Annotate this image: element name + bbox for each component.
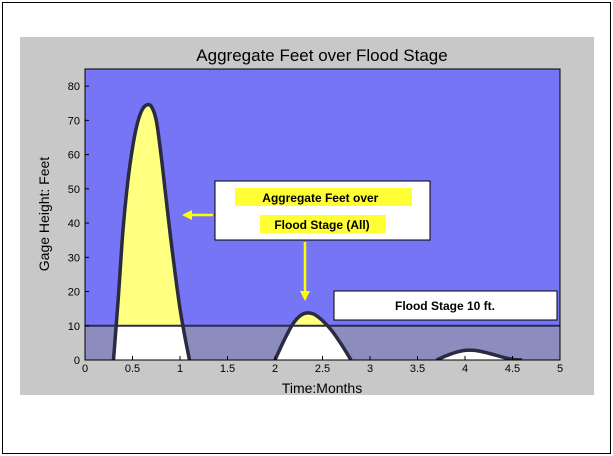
x-tick-label: 0	[82, 363, 88, 375]
x-tick-label: 5	[557, 363, 563, 375]
callout-aggregate: Aggregate Feet over Flood Stage (All)	[182, 180, 431, 301]
y-tick-label: 30	[68, 252, 80, 264]
y-tick-label: 40	[68, 218, 80, 230]
x-tick-label: 4.5	[505, 363, 520, 375]
y-tick-label: 60	[68, 150, 80, 162]
hump-curve-1	[273, 311, 353, 360]
y-tick-label: 70	[68, 115, 80, 127]
x-tick-label: 0.5	[125, 363, 140, 375]
y-tick-label: 80	[68, 81, 80, 93]
x-tick-label: 4	[462, 363, 468, 375]
y-axis-label: Gage Height: Feet	[36, 157, 52, 272]
x-tick-label: 1.5	[220, 363, 235, 375]
callout-flood-stage-box	[333, 290, 558, 321]
callout-flood-stage: Flood Stage 10 ft.	[333, 290, 558, 321]
hump-fill-below-0	[113, 325, 190, 360]
hump-fill-above-0	[116, 104, 183, 326]
x-tick-label: 2	[272, 363, 278, 375]
hump-curve-0	[111, 102, 192, 360]
hump-curve-2	[435, 348, 523, 360]
y-tick-label: 50	[68, 184, 80, 196]
x-axis-label: Time:Months	[282, 380, 362, 395]
chart-title: Aggregate Feet over Flood Stage	[196, 46, 447, 65]
y-tick-label: 10	[68, 321, 80, 333]
x-tick-label: 3	[367, 363, 373, 375]
x-tick-label: 2.5	[315, 363, 330, 375]
y-tick-label: 0	[74, 355, 80, 367]
callout-aggregate-text: Aggregate Feet over Flood Stage (All)	[262, 191, 381, 232]
chart: Aggregate Feet over Flood Stage 01020304…	[20, 37, 594, 395]
callout-highlight-2	[260, 215, 386, 233]
hump-fill-below-1	[275, 325, 351, 360]
x-tick-label: 3.5	[410, 363, 425, 375]
callout-highlight-1	[235, 188, 412, 206]
x-tick-label: 1	[177, 363, 183, 375]
y-tick-label: 20	[68, 287, 80, 299]
callout-flood-stage-text: Flood Stage 10 ft.	[395, 299, 495, 313]
